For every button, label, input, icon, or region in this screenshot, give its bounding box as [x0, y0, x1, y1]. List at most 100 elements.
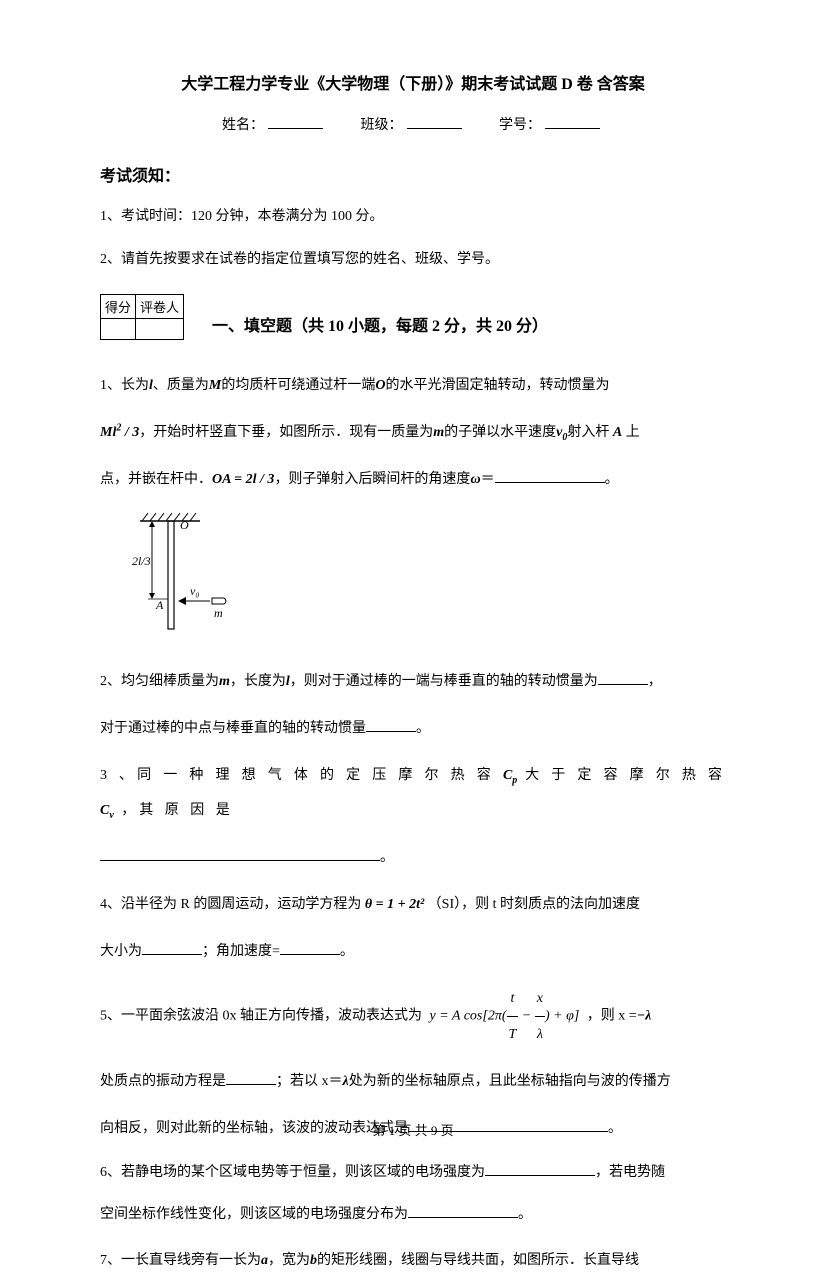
- svg-text:O: O: [180, 518, 189, 532]
- score-header-score: 得分: [101, 294, 136, 318]
- notice-2: 2、请首先按要求在试卷的指定位置填写您的姓名、班级、学号。: [100, 245, 726, 276]
- score-table: 得分 评卷人: [100, 294, 184, 340]
- q6-t1: 6、若静电场的某个区域电势等于恒量，则该区域的电场强度为: [100, 1165, 485, 1180]
- q5-t3: 处质点的振动方程是: [100, 1074, 226, 1089]
- q1-t10: ＝: [481, 472, 495, 487]
- q4-t5: 。: [340, 944, 354, 959]
- id-label: 学号：: [499, 118, 541, 133]
- q3-end: 。: [380, 850, 394, 865]
- q7-t1: 7、一长直导线旁有一长为: [100, 1253, 261, 1268]
- q2-blank1: [598, 684, 648, 685]
- q5-t5: 处为新的坐标轴原点，且此坐标轴指向与波的传播方: [349, 1074, 671, 1089]
- q5-line2: 处质点的振动方程是；若以 x＝λ处为新的坐标轴原点，且此坐标轴指向与波的传播方: [100, 1064, 726, 1099]
- q1-t8: 点，并嵌在杆中．: [100, 472, 212, 487]
- q1-t4: 的水平光滑固定轴转动，转动惯量为: [385, 378, 609, 393]
- q1-A: A: [613, 425, 622, 440]
- q1-t1: 1、长为: [100, 378, 149, 393]
- section-1-title: 一、填空题（共 10 小题，每题 2 分，共 20 分）: [212, 312, 548, 336]
- q6-t2: ，若电势随: [595, 1165, 665, 1180]
- q2-t1: 2、均匀细棒质量为: [100, 674, 219, 689]
- q1-OAeq: OA = 2l / 3: [212, 472, 274, 487]
- q1-m: m: [433, 425, 444, 440]
- q7-t2: ，宽为: [268, 1253, 310, 1268]
- q5-t2: ，则 x =: [587, 1008, 637, 1023]
- q1-diagram: O 2l/3 A v₀ m: [130, 509, 726, 644]
- q1-blank: [495, 482, 605, 483]
- q2-t4: ，: [648, 674, 662, 689]
- q6-line1: 6、若静电场的某个区域电势等于恒量，则该区域的电场强度为 ，若电势随: [100, 1158, 726, 1189]
- q6-t4: 。: [518, 1207, 532, 1222]
- q5-wave-formula: y = A cos[2π(tT − xλ) + φ]: [430, 981, 580, 1052]
- q1-O: O: [375, 378, 385, 393]
- q3-Cp: Cp: [503, 768, 517, 783]
- q3-Cv: Cv: [100, 803, 114, 818]
- q5-t1: 5、一平面余弦波沿 0x 轴正方向传播，波动表达式为: [100, 1008, 422, 1023]
- q1-line2: Ml2 / 3，开始时杆竖直下垂，如图所示．现有一质量为m的子弹以水平速度v0射…: [100, 415, 726, 450]
- q6-blank1: [485, 1175, 595, 1176]
- svg-text:A: A: [155, 598, 164, 612]
- q1-ml23: Ml2 / 3: [100, 425, 139, 440]
- svg-text:m: m: [214, 606, 223, 620]
- q3-line1: 3 、同 一 种 理 想 气 体 的 定 压 摩 尔 热 容 Cp 大 于 定 …: [100, 758, 726, 828]
- q1-omega: ω: [470, 472, 480, 487]
- q2-t6: 。: [416, 721, 430, 736]
- class-label: 班级：: [361, 118, 403, 133]
- name-label: 姓名：: [222, 118, 264, 133]
- q1-t2: 、质量为: [153, 378, 209, 393]
- q4-t4: ；角加速度=: [202, 944, 280, 959]
- q3-blank: [100, 860, 380, 861]
- q4-line2: 大小为 ；角加速度= 。: [100, 934, 726, 969]
- q7-b: b: [310, 1253, 317, 1268]
- notice-1: 1、考试时间：120 分钟，本卷满分为 100 分。: [100, 202, 726, 233]
- score-cell-blank: [101, 318, 136, 339]
- svg-text:2l/3: 2l/3: [132, 554, 151, 568]
- q6-blank2: [408, 1217, 518, 1218]
- q7-line1: 7、一长直导线旁有一长为a，宽为b的矩形线圈，线圈与导线共面，如图所示．长直导线: [100, 1243, 726, 1278]
- q7-t3: 的矩形线圈，线圈与导线共面，如图所示．长直导线: [317, 1253, 639, 1268]
- q4-thetaeq: θ = 1 + 2t²: [365, 897, 424, 912]
- score-header-grader: 评卷人: [136, 294, 184, 318]
- q2-line2: 对于通过棒的中点与棒垂直的轴的转动惯量 。: [100, 711, 726, 746]
- notice-header: 考试须知：: [100, 162, 726, 186]
- q1-t9: ，则子弹射入后瞬间杆的角速度: [274, 472, 470, 487]
- q1-v0: v0: [556, 425, 567, 440]
- name-blank: [268, 128, 323, 129]
- class-blank: [407, 128, 462, 129]
- q1-line3: 点，并嵌在杆中．OA = 2l / 3，则子弹射入后瞬间杆的角速度ω＝。: [100, 462, 726, 497]
- q6-line2: 空间坐标作线性变化，则该区域的电场强度分布为 。: [100, 1200, 726, 1231]
- q5-neglam: −λ: [637, 1008, 652, 1023]
- page-footer: 第 1 页 共 9 页: [0, 1120, 826, 1139]
- q1-t5: ，开始时杆竖直下垂，如图所示．现有一质量为: [139, 425, 433, 440]
- grader-cell-blank: [136, 318, 184, 339]
- q2-t2: ，长度为: [230, 674, 286, 689]
- q2-line1: 2、均匀细棒质量为m，长度为l，则对于通过棒的一端与棒垂直的轴的转动惯量为，: [100, 664, 726, 699]
- student-info-line: 姓名： 班级： 学号：: [100, 114, 726, 134]
- q4-t3: 大小为: [100, 944, 142, 959]
- q1-M: M: [209, 378, 221, 393]
- q1-t7: 射入杆: [567, 425, 613, 440]
- q2-m: m: [219, 674, 230, 689]
- q4-t2: （SI），则 t 时刻质点的法向加速度: [424, 897, 640, 912]
- q5-line1: 5、一平面余弦波沿 0x 轴正方向传播，波动表达式为 y = A cos[2π(…: [100, 981, 726, 1052]
- svg-text:v₀: v₀: [190, 584, 200, 598]
- q4-line1: 4、沿半径为 R 的圆周运动，运动学方程为 θ = 1 + 2t² （SI），则…: [100, 887, 726, 922]
- q2-blank2: [366, 731, 416, 732]
- q1-t7b: 上: [622, 425, 640, 440]
- q7-a: a: [261, 1253, 268, 1268]
- q3-t3: ，其 原 因 是: [114, 803, 234, 818]
- q3-t2: 大 于 定 容 摩 尔 热 容: [517, 768, 726, 783]
- q2-t3: ，则对于通过棒的一端与棒垂直的轴的转动惯量为: [290, 674, 598, 689]
- q6-t3: 空间坐标作线性变化，则该区域的电场强度分布为: [100, 1207, 408, 1222]
- section-1-header-row: 得分 评卷人 一、填空题（共 10 小题，每题 2 分，共 20 分）: [100, 294, 726, 350]
- exam-title: 大学工程力学专业《大学物理（下册）》期末考试试题 D 卷 含答案: [100, 70, 726, 94]
- id-blank: [545, 128, 600, 129]
- q4-blank1: [142, 954, 202, 955]
- q3-t1: 3 、同 一 种 理 想 气 体 的 定 压 摩 尔 热 容: [100, 768, 503, 783]
- q5-blank1: [226, 1084, 276, 1085]
- q1-t3: 的均质杆可绕通过杆一端: [221, 378, 375, 393]
- q2-t5: 对于通过棒的中点与棒垂直的轴的转动惯量: [100, 721, 366, 736]
- q1-line1: 1、长为l、质量为M的均质杆可绕通过杆一端O的水平光滑固定轴转动，转动惯量为: [100, 368, 726, 403]
- q3-line2: 。: [100, 840, 726, 875]
- q5-t4: ；若以 x＝: [276, 1074, 343, 1089]
- q4-t1: 4、沿半径为 R 的圆周运动，运动学方程为: [100, 897, 365, 912]
